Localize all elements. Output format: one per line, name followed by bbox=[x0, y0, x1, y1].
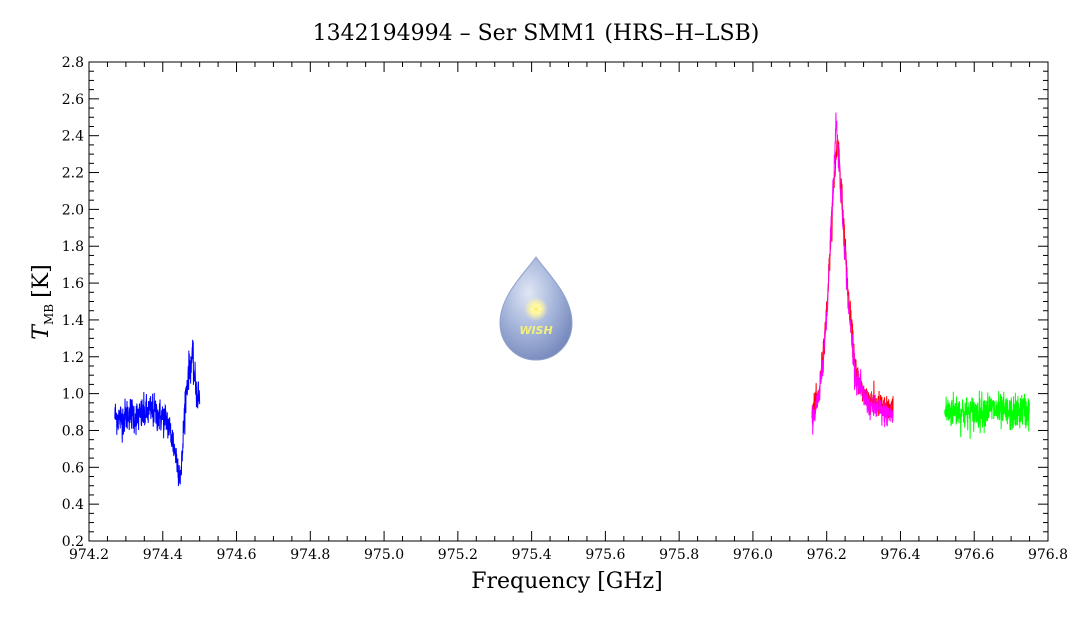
x-tick-label: 975.0 bbox=[364, 547, 404, 563]
y-tick-label: 1.6 bbox=[62, 276, 84, 292]
series-layer bbox=[114, 112, 1031, 487]
y-axis-label-unit: [K] bbox=[29, 264, 54, 298]
y-tick-label: 1.8 bbox=[62, 239, 84, 255]
spectrum-series-1 bbox=[114, 339, 201, 487]
plot-frame bbox=[88, 61, 1049, 542]
x-axis-label: Frequency [GHz] bbox=[471, 569, 663, 594]
x-tick-label: 975.8 bbox=[659, 547, 699, 563]
y-tick-label: 2.2 bbox=[62, 166, 84, 182]
x-tick-label: 976.6 bbox=[954, 547, 994, 563]
x-tick-label: 974.8 bbox=[290, 547, 330, 563]
star-icon: ✶ bbox=[529, 300, 542, 319]
x-tick-label: 975.6 bbox=[585, 547, 625, 563]
x-tick-label: 975.2 bbox=[438, 547, 478, 563]
spectrum-series-4 bbox=[944, 390, 1031, 440]
x-tick-label: 975.4 bbox=[512, 547, 552, 563]
y-tick-label: 0.4 bbox=[62, 497, 84, 513]
wish-logo: ✶ WISH bbox=[499, 256, 573, 361]
spectrum-series-3 bbox=[811, 112, 894, 435]
y-tick-label: 2.8 bbox=[62, 55, 84, 71]
spectrum-series-2 bbox=[811, 139, 894, 421]
chart-title: 1342194994 – Ser SMM1 (HRS–H–LSB) bbox=[313, 21, 760, 46]
x-tick-label: 976.0 bbox=[733, 547, 773, 563]
x-tick-label: 976.8 bbox=[1028, 547, 1068, 563]
svg-text:TMB[K]: TMB [K] bbox=[29, 264, 56, 339]
y-axis-label: TMB [K] bbox=[29, 264, 56, 339]
y-tick-label: 0.8 bbox=[62, 423, 84, 439]
x-tick-label: 974.4 bbox=[143, 547, 183, 563]
logo-text: WISH bbox=[519, 324, 552, 337]
x-tick-label: 974.2 bbox=[69, 547, 109, 563]
y-tick-label: 0.6 bbox=[62, 460, 84, 476]
y-tick-label: 2.6 bbox=[62, 92, 84, 108]
y-tick-label: 0.2 bbox=[62, 534, 84, 550]
y-tick-label: 2.4 bbox=[62, 129, 84, 145]
x-tick-label: 976.4 bbox=[880, 547, 920, 563]
y-axis-label-main: T bbox=[29, 323, 54, 340]
y-tick-label: 2.0 bbox=[62, 202, 84, 218]
y-tick-label: 1.0 bbox=[62, 387, 84, 403]
x-tick-label: 976.2 bbox=[807, 547, 847, 563]
y-tick-label: 1.4 bbox=[62, 313, 84, 329]
axis-tick-labels: 974.2 974.4 974.6 974.8 975.0 975.2 975.4 975.6… bbox=[62, 55, 1068, 563]
x-tick-label: 974.6 bbox=[216, 547, 256, 563]
y-axis-label-sub: MB bbox=[42, 304, 56, 325]
axis-ticks bbox=[88, 61, 1049, 542]
y-tick-label: 1.2 bbox=[62, 350, 84, 366]
